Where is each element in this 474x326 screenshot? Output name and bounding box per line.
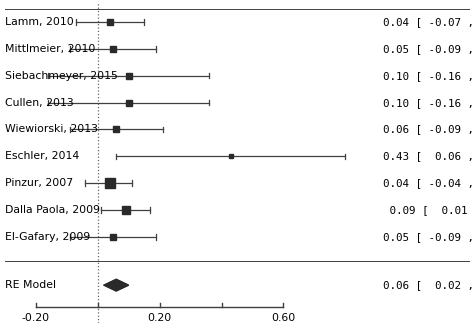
- Text: 0.06 [  0.02 , 0.10 ]: 0.06 [ 0.02 , 0.10 ]: [383, 280, 474, 290]
- Text: El-Gafary, 2009: El-Gafary, 2009: [5, 232, 90, 242]
- Text: 0.09 [  0.01 , 0.17 ]: 0.09 [ 0.01 , 0.17 ]: [383, 205, 474, 215]
- Text: Lamm, 2010: Lamm, 2010: [5, 17, 73, 27]
- Text: 0.04 [ -0.07 , 0.15 ]: 0.04 [ -0.07 , 0.15 ]: [383, 17, 474, 27]
- Text: Pinzur, 2007: Pinzur, 2007: [5, 178, 73, 188]
- Text: 0.20: 0.20: [147, 313, 172, 322]
- Text: 0.43 [  0.06 , 0.80 ]: 0.43 [ 0.06 , 0.80 ]: [383, 151, 474, 161]
- Text: Eschler, 2014: Eschler, 2014: [5, 151, 79, 161]
- Text: Cullen, 2013: Cullen, 2013: [5, 97, 73, 108]
- Text: 0.10 [ -0.16 , 0.36 ]: 0.10 [ -0.16 , 0.36 ]: [383, 71, 474, 81]
- Text: 0.60: 0.60: [271, 313, 296, 322]
- Text: Wiewiorski, 2013: Wiewiorski, 2013: [5, 125, 98, 134]
- Text: 0.05 [ -0.09 , 0.19 ]: 0.05 [ -0.09 , 0.19 ]: [383, 44, 474, 54]
- Text: Dalla Paola, 2009: Dalla Paola, 2009: [5, 205, 100, 215]
- Text: 0.04 [ -0.04 , 0.11 ]: 0.04 [ -0.04 , 0.11 ]: [383, 178, 474, 188]
- Text: 0.06 [ -0.09 , 0.21 ]: 0.06 [ -0.09 , 0.21 ]: [383, 125, 474, 134]
- Text: 0.10 [ -0.16 , 0.36 ]: 0.10 [ -0.16 , 0.36 ]: [383, 97, 474, 108]
- Text: Siebachmeyer, 2015: Siebachmeyer, 2015: [5, 71, 118, 81]
- Text: Mittlmeier, 2010: Mittlmeier, 2010: [5, 44, 95, 54]
- Text: 0.05 [ -0.09 , 0.19 ]: 0.05 [ -0.09 , 0.19 ]: [383, 232, 474, 242]
- Text: RE Model: RE Model: [5, 280, 56, 290]
- Polygon shape: [104, 279, 128, 291]
- Text: -0.20: -0.20: [22, 313, 50, 322]
